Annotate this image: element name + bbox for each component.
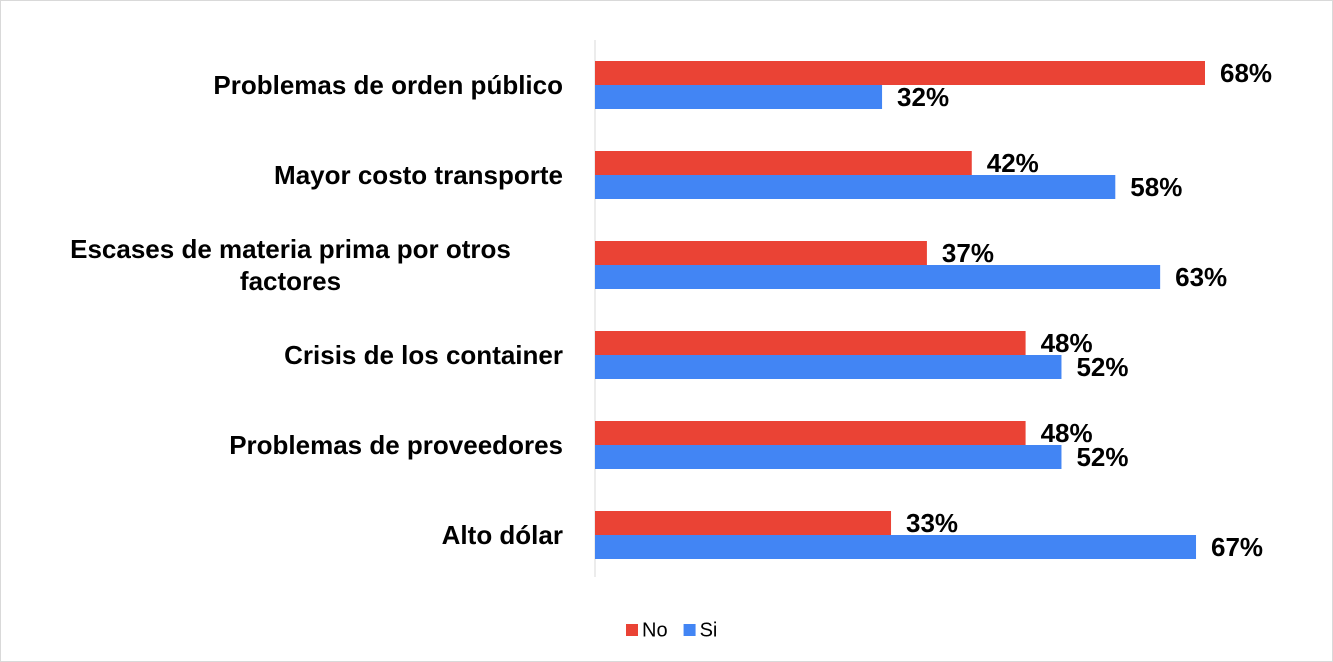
bar: [595, 535, 1197, 559]
category-label-box: Mayor costo transporte: [18, 135, 563, 215]
legend-swatch: [626, 624, 638, 636]
bar: [595, 511, 892, 535]
data-label: 68%: [1220, 58, 1272, 88]
bar: [595, 265, 1161, 289]
legend-label: Si: [700, 619, 718, 641]
data-label: 52%: [1076, 442, 1128, 472]
bar: [595, 151, 972, 175]
data-label: 48%: [1041, 328, 1093, 358]
category-label: Escases de materia prima por otros facto…: [70, 234, 511, 296]
category-label: Alto dólar: [441, 520, 563, 550]
category-label-box: Alto dólar: [18, 495, 563, 575]
category-label: Crisis de los container: [284, 340, 563, 370]
bar: [595, 175, 1116, 199]
data-label: 42%: [987, 148, 1039, 178]
bar: [595, 331, 1026, 355]
data-label: 67%: [1211, 532, 1263, 562]
category-label-box: Problemas de orden público: [18, 45, 563, 125]
data-label: 48%: [1041, 418, 1093, 448]
category-label: Problemas de proveedores: [229, 430, 563, 460]
data-label: 32%: [897, 82, 949, 112]
bar: [595, 61, 1205, 85]
data-label: 52%: [1076, 352, 1128, 382]
data-label: 37%: [942, 238, 994, 268]
legend-label: No: [642, 619, 668, 641]
data-label: 63%: [1175, 262, 1227, 292]
data-label: 58%: [1130, 172, 1182, 202]
category-label-box: Escases de materia prima por otros facto…: [18, 225, 563, 305]
bar: [595, 445, 1062, 469]
bar: [595, 355, 1062, 379]
bar: [595, 241, 927, 265]
category-label-box: Crisis de los container: [18, 315, 563, 395]
data-label: 33%: [906, 508, 958, 538]
legend-swatch: [683, 624, 696, 636]
bar: [595, 85, 883, 109]
category-label-box: Problemas de proveedores: [18, 405, 563, 485]
category-label: Problemas de orden público: [213, 70, 563, 100]
bar: [595, 421, 1026, 445]
category-label: Mayor costo transporte: [274, 160, 563, 190]
